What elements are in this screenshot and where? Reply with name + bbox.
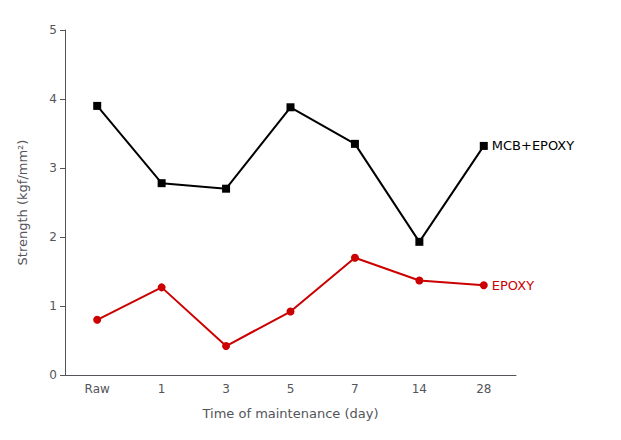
svg-text:EPOXY: EPOXY [492, 278, 534, 293]
svg-text:Raw: Raw [85, 382, 110, 396]
svg-text:1: 1 [158, 382, 166, 396]
svg-text:Strength (kgf/mm²): Strength (kgf/mm²) [15, 140, 30, 266]
svg-text:MCB+EPOXY: MCB+EPOXY [492, 138, 574, 153]
svg-text:1: 1 [49, 299, 57, 313]
svg-text:7: 7 [351, 382, 359, 396]
svg-text:0: 0 [49, 368, 57, 382]
svg-text:3: 3 [222, 382, 230, 396]
svg-text:2: 2 [49, 230, 57, 244]
svg-text:28: 28 [476, 382, 491, 396]
svg-text:14: 14 [412, 382, 427, 396]
svg-text:5: 5 [287, 382, 295, 396]
svg-text:3: 3 [49, 161, 57, 175]
svg-text:Time of maintenance (day): Time of maintenance (day) [202, 406, 379, 421]
svg-text:4: 4 [49, 92, 57, 106]
svg-text:5: 5 [49, 23, 57, 37]
